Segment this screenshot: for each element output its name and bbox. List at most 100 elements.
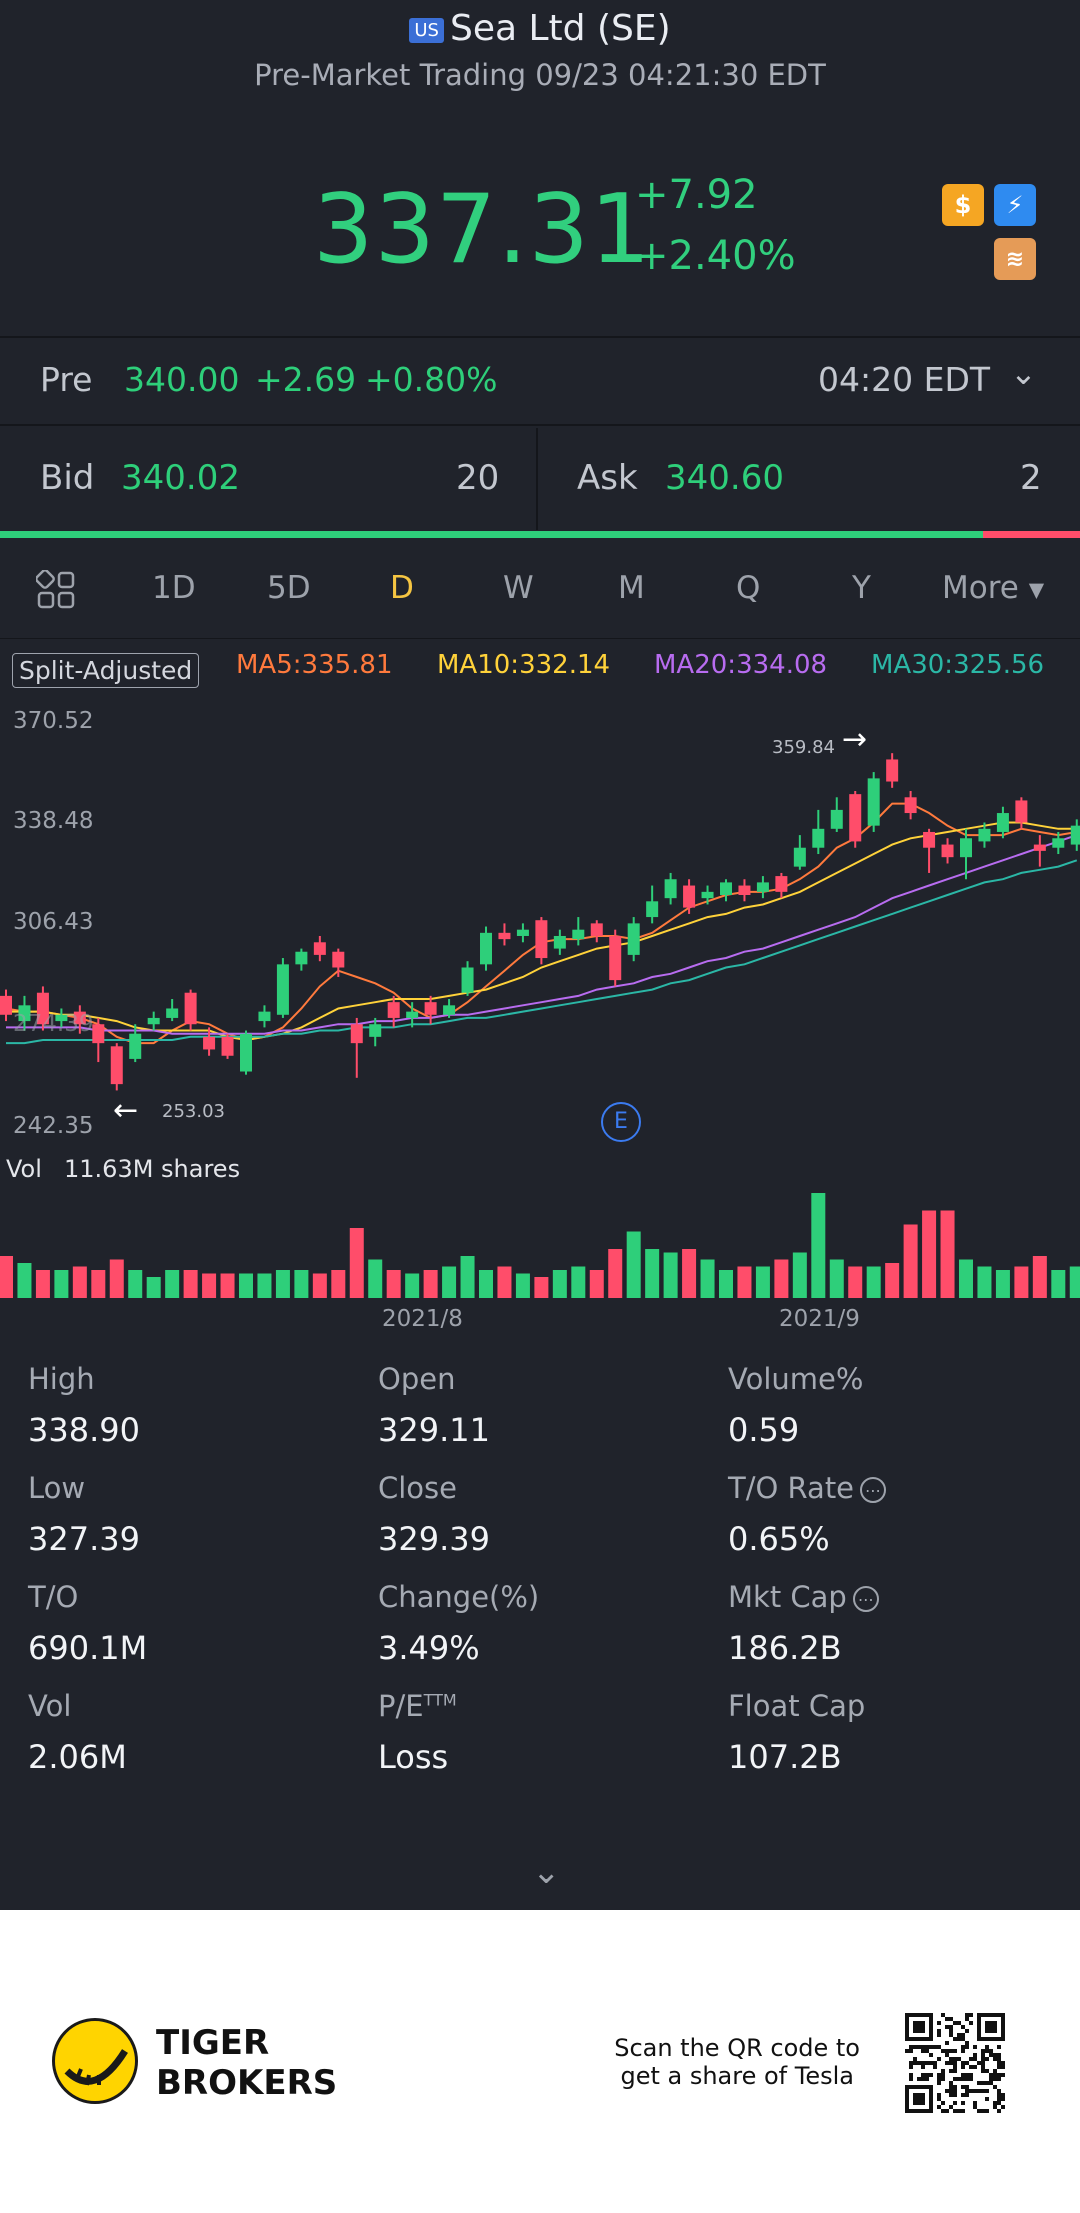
- stat-label-text: Close: [378, 1471, 457, 1505]
- candle: [904, 790, 917, 820]
- premarket-time: 04:20 EDT: [818, 360, 991, 399]
- arrow-left-icon: ←: [113, 1093, 139, 1128]
- lightning-badge-icon[interactable]: ⚡: [994, 184, 1036, 226]
- tab-m[interactable]: M: [618, 570, 645, 606]
- tab-1d[interactable]: 1D: [152, 570, 196, 606]
- premarket-label: Pre: [40, 360, 93, 399]
- more-tab[interactable]: More ▼: [942, 570, 1044, 606]
- volume-bar: [405, 1273, 420, 1298]
- candle: [775, 872, 788, 899]
- stack-badge-icon[interactable]: ≋: [994, 238, 1036, 280]
- info-more-icon[interactable]: ⋯: [852, 1586, 879, 1612]
- volume-bar: [608, 1249, 623, 1298]
- stat-label: Change(%): [378, 1580, 539, 1614]
- market-badge: US: [409, 17, 444, 43]
- stat-value: 338.90: [28, 1411, 140, 1449]
- candle: [406, 1002, 419, 1028]
- volume-bar: [645, 1249, 660, 1298]
- bid-label: Bid: [40, 458, 95, 498]
- volume-bar: [515, 1273, 530, 1298]
- volume-bar: [1069, 1266, 1080, 1298]
- dollar-badge-icon[interactable]: $: [942, 184, 984, 226]
- volume-bar: [183, 1270, 198, 1298]
- volume-bar: [885, 1263, 900, 1298]
- stat-label-text: High: [28, 1362, 95, 1396]
- stat-value: 186.2B: [728, 1629, 842, 1667]
- tab-5d[interactable]: 5D: [267, 570, 311, 606]
- premarket-change-percent: +0.80%: [365, 360, 498, 399]
- candle: [996, 806, 1009, 839]
- candle: [147, 1011, 160, 1031]
- low-marker-label: 253.03: [162, 1101, 225, 1122]
- volume-bar: [54, 1270, 69, 1298]
- tab-w[interactable]: W: [503, 570, 534, 606]
- ask-label: Ask: [577, 458, 638, 498]
- price-change-percent: +2.40%: [635, 233, 796, 279]
- caret-down-icon: ▼: [1028, 577, 1045, 602]
- y-tick: 370.52: [13, 708, 94, 734]
- ma20-value: MA20:334.08: [654, 650, 828, 680]
- stat-label-text: Vol: [28, 1689, 72, 1723]
- tab-q[interactable]: Q: [736, 570, 761, 606]
- promo-text-line-1: Scan the QR code to: [614, 2034, 860, 2062]
- volume-bar: [719, 1270, 733, 1298]
- bid-price: 340.02: [121, 458, 240, 498]
- volume-bar: [294, 1270, 309, 1298]
- volume-bar: [737, 1266, 752, 1298]
- candle: [184, 989, 197, 1031]
- premarket-row[interactable]: Pre 340.00 +2.69 +0.80% 04:20 EDT ⌄: [0, 340, 1080, 425]
- split-adjusted-toggle[interactable]: Split-Adjusted: [12, 653, 200, 688]
- volume-bar: [128, 1270, 143, 1298]
- stat-label: Low: [28, 1471, 85, 1505]
- volume-bar: [571, 1266, 586, 1298]
- candle: [276, 958, 289, 1018]
- period-tabs: 1D 5D D W M Q Y More ▼: [0, 548, 1080, 639]
- candle: [498, 923, 511, 946]
- candle: [369, 1017, 382, 1047]
- candle: [941, 838, 954, 864]
- info-more-icon[interactable]: ⋯: [860, 1477, 887, 1503]
- premarket-change: +2.69: [255, 360, 357, 399]
- volume-bar: [312, 1273, 327, 1298]
- volume-bar: [626, 1231, 641, 1298]
- ma5-value: MA5:335.81: [236, 650, 393, 680]
- stat-label: T/O Rate ⋯: [728, 1471, 887, 1505]
- stat-label-text: T/O: [28, 1580, 79, 1614]
- candle: [609, 929, 622, 987]
- stat-value: 327.39: [28, 1520, 140, 1558]
- premarket-price: 340.00: [124, 360, 240, 399]
- candle: [849, 790, 862, 848]
- chevron-down-icon[interactable]: ⌄: [1010, 354, 1037, 392]
- stock-name: Sea Ltd (SE): [449, 8, 671, 49]
- candle: [73, 1005, 86, 1034]
- stat-label: Mkt Cap ⋯: [728, 1580, 879, 1614]
- candle: [110, 1043, 123, 1091]
- volume-bar: [17, 1263, 32, 1298]
- volume-bar: [331, 1270, 346, 1298]
- stat-label: Float Cap: [728, 1689, 865, 1723]
- stat-label: High: [28, 1362, 95, 1396]
- volume-bar: [257, 1273, 272, 1298]
- candle: [92, 1017, 105, 1063]
- candlestick-chart[interactable]: [0, 700, 1080, 1140]
- chevron-down-icon[interactable]: ⌄: [532, 1852, 561, 1892]
- grid-layout-icon[interactable]: [35, 569, 76, 610]
- tab-d[interactable]: D: [390, 570, 414, 606]
- last-price: 337.31: [313, 175, 652, 285]
- y-tick: 242.35: [13, 1113, 94, 1139]
- volume-bar: [589, 1270, 604, 1298]
- earnings-marker[interactable]: E: [601, 1102, 641, 1142]
- stat-label-text: Float Cap: [728, 1689, 866, 1723]
- volume-bar: [423, 1270, 438, 1298]
- candle: [295, 948, 308, 971]
- stat-value: 2.06M: [28, 1738, 127, 1776]
- ask-price: 340.60: [665, 458, 784, 498]
- ask-size: 2: [1020, 458, 1042, 498]
- volume-bar: [903, 1224, 918, 1298]
- volume-bar: [774, 1259, 789, 1298]
- volume-bar: [202, 1273, 217, 1298]
- volume-bar: [35, 1270, 50, 1298]
- tab-y[interactable]: Y: [852, 570, 871, 606]
- stat-label: Open: [378, 1362, 455, 1396]
- volume-bar: [959, 1259, 973, 1298]
